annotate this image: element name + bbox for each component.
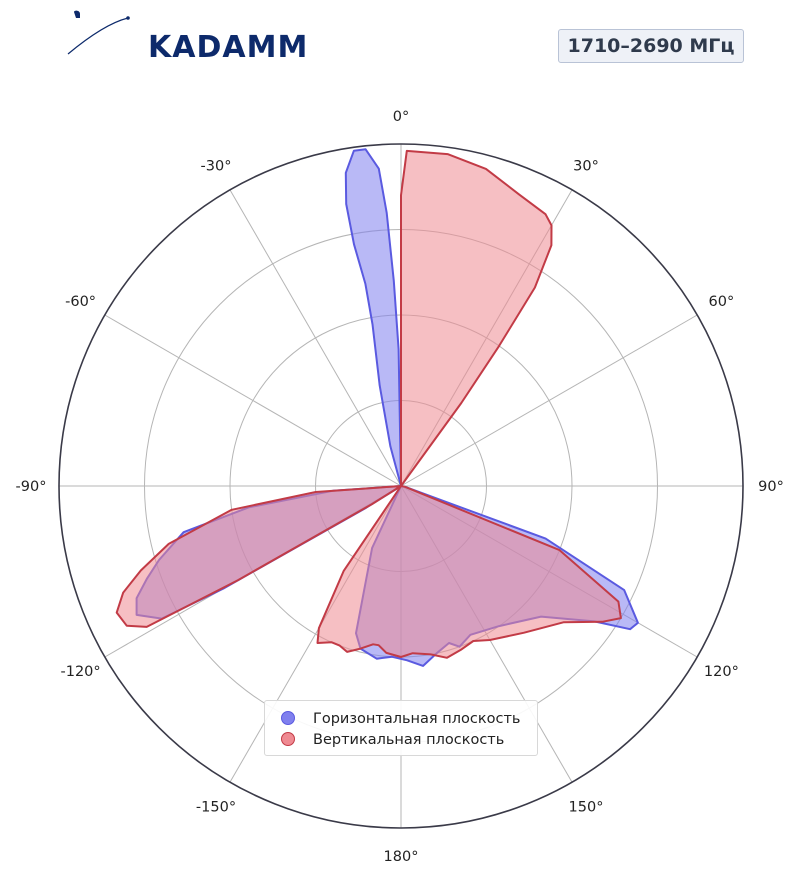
theta-tick-label-4: 120°: [704, 664, 739, 680]
logo-swoosh-icon: [67, 10, 130, 55]
legend-label-vertical: Вертикальная плоскость: [313, 732, 505, 748]
theta-tick-label-10: -60°: [65, 294, 96, 310]
company-logo: KADAMM: [62, 4, 307, 65]
series-area-1: [115, 149, 622, 659]
chart-legend: Горизонтальная плоскость Вертикальная пл…: [264, 700, 538, 756]
polar-series: [115, 148, 639, 667]
theta-grid-line-2: [400, 314, 698, 487]
polar-outer-ring: [58, 143, 744, 829]
theta-tick-label-6: 180°: [384, 849, 419, 865]
theta-tick-label-1: 30°: [573, 159, 599, 175]
legend-label-horizontal: Горизонтальная плоскость: [313, 711, 521, 727]
theta-tick-label-0: 0°: [393, 109, 409, 125]
frequency-badge: 1710–2690 МГц: [558, 29, 744, 63]
theta-tick-label-2: 60°: [709, 294, 735, 310]
theta-tick-label-5: 150°: [569, 799, 604, 815]
logo-text: KADAMM: [148, 30, 309, 65]
theta-grid-line-10: [104, 314, 402, 487]
theta-grid-line-11: [229, 189, 402, 487]
theta-tick-label-7: -150°: [196, 799, 236, 815]
theta-tick-label-3: 90°: [758, 479, 784, 495]
theta-tick-label-8: -120°: [61, 664, 101, 680]
legend-swatch-horizontal: [281, 711, 295, 725]
legend-swatch-vertical: [281, 732, 295, 746]
theta-tick-label-11: -30°: [201, 159, 232, 175]
theta-tick-labels: 0° 30° 60° 90° 120° 150° 180° -150° -120° -90° -60…: [16, 109, 784, 865]
theta-tick-label-9: -90°: [16, 479, 47, 495]
